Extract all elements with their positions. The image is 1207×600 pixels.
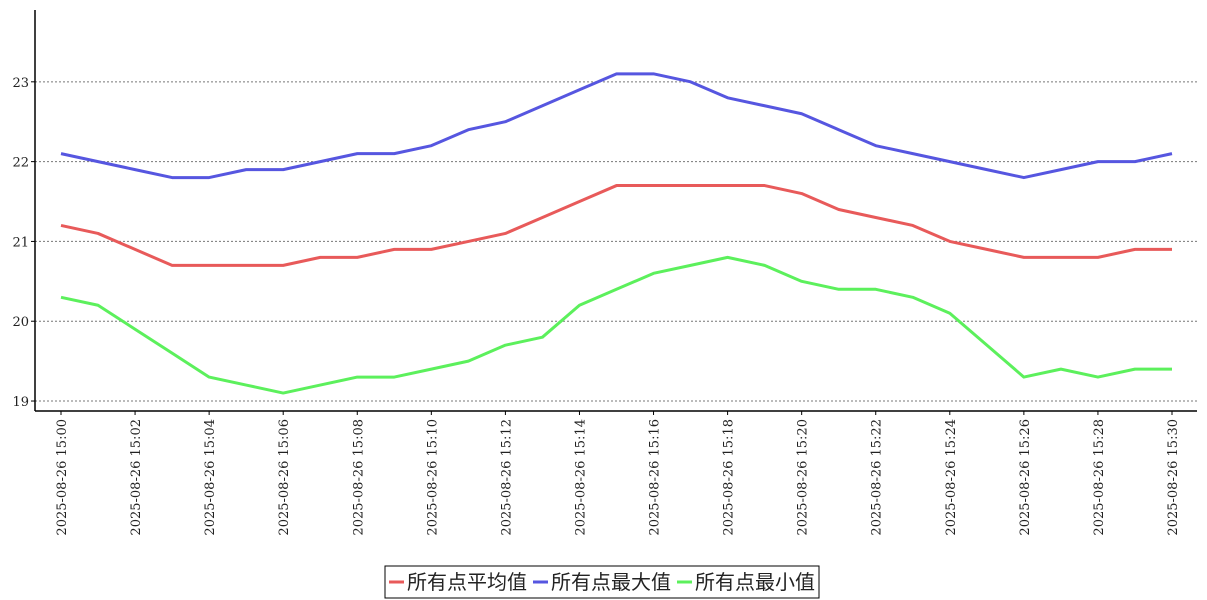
legend-label: 所有点最大值 [551,570,671,594]
x-tick-label: 2025-08-26 15:08 [351,419,366,536]
legend-label: 所有点平均值 [407,570,527,594]
x-tick-label: 2025-08-26 15:12 [499,419,514,536]
x-tick-label: 2025-08-26 15:20 [796,419,811,536]
series-line [60,255,1172,395]
x-tick-label: 2025-08-26 15:06 [277,419,292,536]
x-tick-label: 2025-08-26 15:30 [1166,419,1181,536]
x-tick-label: 2025-08-26 15:04 [203,419,218,536]
legend: 所有点平均值 所有点最大值 所有点最小值 [384,565,820,599]
x-tick-label: 2025-08-26 15:28 [1092,419,1107,536]
series-line [60,184,1172,267]
y-tick-label: 23 [12,76,29,91]
x-tick-label: 2025-08-26 15:22 [870,419,885,536]
x-tick-label: 2025-08-26 15:02 [129,419,144,536]
legend-box [384,565,820,599]
x-tick-label: 2025-08-26 15:16 [648,419,663,536]
y-tick-label: 20 [12,315,29,330]
y-tick-label: 21 [12,235,29,250]
x-tick-label: 2025-08-26 15:18 [722,419,737,536]
y-tick-label: 22 [12,156,29,171]
x-tick-label: 2025-08-26 15:26 [1018,419,1033,536]
legend-label: 所有点最小值 [695,570,815,594]
y-tick-label: 19 [12,395,29,410]
series-line [60,72,1173,180]
x-tick-label: 2025-08-26 15:14 [573,419,588,536]
x-tick-label: 2025-08-26 15:00 [55,419,70,536]
x-tick-label: 2025-08-26 15:24 [944,419,959,536]
x-tick-label: 2025-08-26 15:10 [425,419,440,536]
